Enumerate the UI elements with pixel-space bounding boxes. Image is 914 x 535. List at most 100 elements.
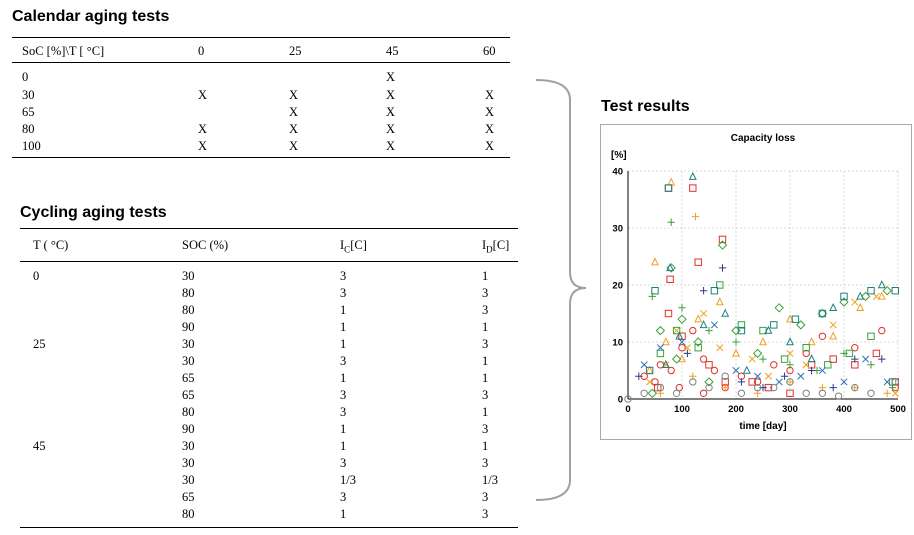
data-point — [710, 287, 719, 295]
calendar-cell-mark: X — [198, 122, 208, 136]
data-point — [862, 355, 870, 363]
data-point — [877, 280, 886, 289]
data-point — [677, 314, 687, 324]
cycling-cell-id: 3 — [482, 507, 489, 521]
cycling-cell-ic: 3 — [340, 354, 347, 368]
data-point — [732, 338, 740, 346]
data-point — [867, 389, 875, 397]
data-point — [786, 378, 794, 386]
cycling-cell-soc: 90 — [182, 320, 195, 334]
data-point — [715, 297, 724, 306]
calendar-row-soc: 80 — [22, 122, 35, 136]
cycling-cell-soc: 30 — [182, 269, 195, 283]
data-point — [655, 325, 666, 336]
data-point — [656, 344, 664, 352]
data-point — [883, 378, 891, 386]
data-point — [710, 321, 718, 329]
data-point — [664, 184, 673, 192]
data-point — [867, 361, 875, 369]
data-point — [694, 344, 702, 352]
chart-xlabel: time [day] — [739, 421, 786, 432]
data-point — [689, 184, 697, 192]
capacity-loss-chart: Capacity loss [%] 0 100 200 300 400 500 0 10 20 30 4… — [611, 133, 906, 432]
data-point — [878, 355, 886, 363]
cycling-cell-ic: 3 — [340, 388, 347, 402]
data-point — [678, 304, 686, 312]
data-point — [667, 218, 675, 226]
data-point — [700, 309, 708, 318]
x-tick-label: 0 — [625, 404, 630, 415]
chart-ylabel: [%] — [611, 150, 627, 161]
data-point — [640, 361, 648, 369]
cycling-cell-soc: 80 — [182, 303, 195, 317]
cycling-cell-id: 3 — [482, 337, 489, 351]
calendar-top-rule — [12, 37, 510, 38]
data-point — [758, 337, 768, 346]
data-point — [718, 264, 727, 272]
cycling-cell-t: 0 — [33, 269, 40, 283]
cycling-cell-id: 1 — [482, 439, 489, 453]
data-point — [661, 359, 670, 368]
data-point — [759, 355, 767, 363]
data-point — [705, 361, 713, 369]
cycling-cell-id: 1 — [482, 269, 489, 283]
cycling-cell-soc: 30 — [182, 473, 195, 487]
capacity-loss-chart-panel: Capacity loss [%] 0 100 200 300 400 500 0 10 20 30 4… — [600, 124, 912, 440]
calendar-cell-mark: X — [289, 122, 299, 136]
calendar-cell-mark: X — [386, 105, 396, 119]
data-point — [688, 171, 697, 180]
calendar-bottom-rule — [12, 157, 510, 158]
data-point — [878, 326, 886, 335]
data-point — [824, 361, 832, 369]
data-point — [754, 372, 762, 380]
data-point — [748, 378, 756, 386]
data-point — [666, 275, 674, 284]
data-point — [694, 258, 702, 266]
cycling-cell-ic: 3 — [340, 456, 347, 470]
data-point — [891, 389, 899, 397]
data-point — [802, 344, 810, 352]
data-point — [807, 354, 816, 363]
data-point — [721, 308, 730, 317]
calendar-row-soc: 0 — [22, 70, 29, 84]
data-point — [737, 389, 746, 397]
calendar-cell-mark: X — [485, 105, 495, 119]
data-point — [791, 315, 800, 323]
data-point — [661, 337, 670, 346]
data-point — [753, 378, 762, 386]
calendar-cell-mark: X — [198, 88, 208, 102]
cycling-header-ic: IC[C] — [340, 238, 367, 257]
data-point — [785, 337, 795, 346]
cycling-cell-ic: 3 — [340, 490, 347, 504]
ic-tail: [C] — [350, 238, 367, 252]
data-point — [817, 308, 828, 319]
calendar-header-0: 0 — [198, 44, 205, 58]
cycling-cell-ic: 1 — [340, 507, 347, 521]
cycling-cell-id: 3 — [482, 303, 489, 317]
calendar-cell-mark: X — [485, 88, 495, 102]
y-tick-label: 30 — [612, 224, 623, 235]
data-point — [764, 325, 773, 334]
data-point — [856, 302, 865, 311]
data-point — [689, 378, 697, 386]
data-point — [867, 332, 875, 341]
cycling-cell-id: 3 — [482, 456, 489, 470]
x-tick-label: 100 — [674, 404, 690, 415]
data-point — [867, 287, 875, 295]
data-point — [731, 348, 741, 357]
cycling-cell-ic: 1 — [340, 439, 347, 453]
data-point — [721, 383, 729, 392]
data-point — [654, 383, 662, 392]
cycling-cell-id: 1 — [482, 354, 489, 368]
id-main: I — [482, 238, 487, 252]
data-point — [818, 366, 826, 375]
y-tick-label: 20 — [612, 281, 623, 292]
cycling-cell-soc: 80 — [182, 405, 195, 419]
calendar-cell-mark: X — [386, 88, 396, 102]
cycling-cell-id: 3 — [482, 388, 489, 402]
cycling-cell-t: 25 — [33, 337, 46, 351]
data-point — [667, 177, 676, 186]
calendar-header-25: 25 — [289, 44, 302, 58]
data-point — [860, 291, 871, 302]
cycling-cell-soc: 30 — [182, 456, 195, 470]
